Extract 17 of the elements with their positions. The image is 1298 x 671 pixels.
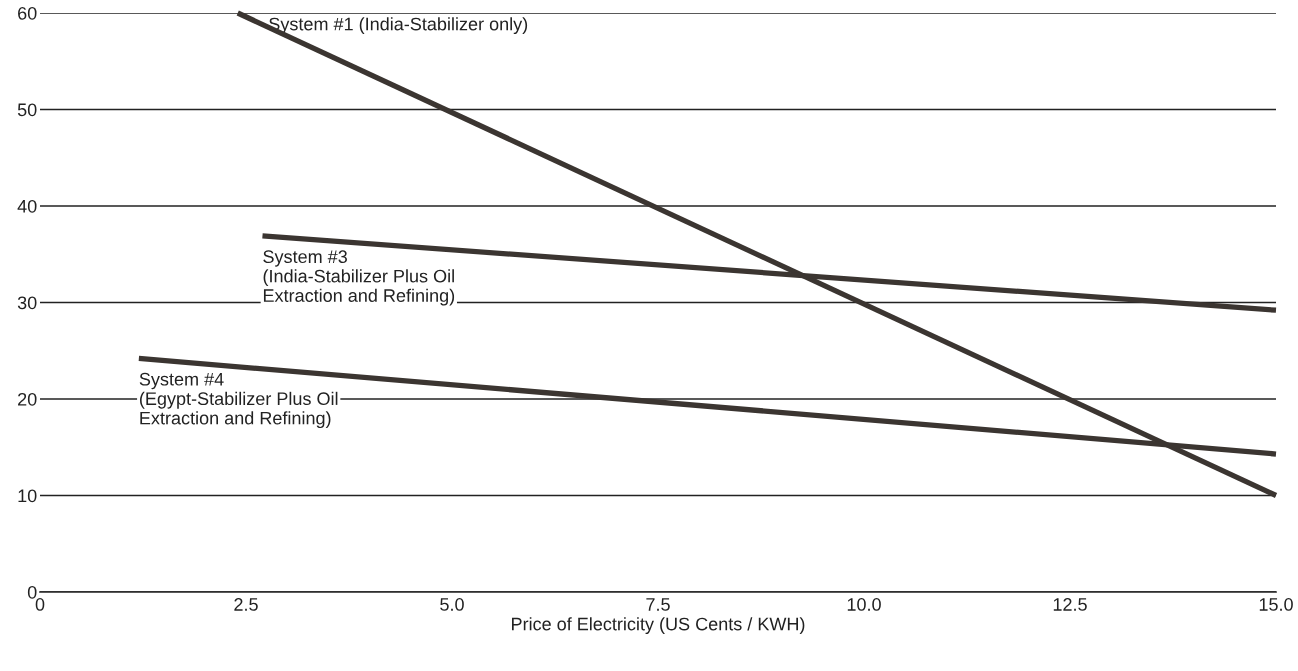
x-tick-label: 12.5 <box>1053 598 1087 611</box>
y-tick-label: 40 <box>17 199 37 213</box>
x-tick-label: 15.0 <box>1259 598 1293 611</box>
y-tick-label: 20 <box>18 392 37 406</box>
y-tick-label: 50 <box>17 103 37 117</box>
x-tick-label: 10.0 <box>847 598 881 611</box>
x-tick-label: 5.0 <box>440 598 464 611</box>
y-tick-label: 30 <box>17 296 37 310</box>
series-label: System #4 (Egypt-Stabilizer Plus Oil Extraction and Refining) <box>139 372 338 429</box>
y-tick-label: 0 <box>27 585 37 599</box>
x-axis-title: Price of Electricity (US Cents / KWH) <box>512 617 805 634</box>
x-tick-label: 0 <box>35 598 45 611</box>
x-tick-label: 2.5 <box>234 598 258 611</box>
y-tick-label: 60 <box>18 6 37 20</box>
x-tick-label: 7.5 <box>646 598 670 611</box>
y-tick-label: 10 <box>18 489 37 503</box>
series-label: System #3 (India-Stabilizer Plus Oil Extraction and Refining) <box>263 250 455 306</box>
